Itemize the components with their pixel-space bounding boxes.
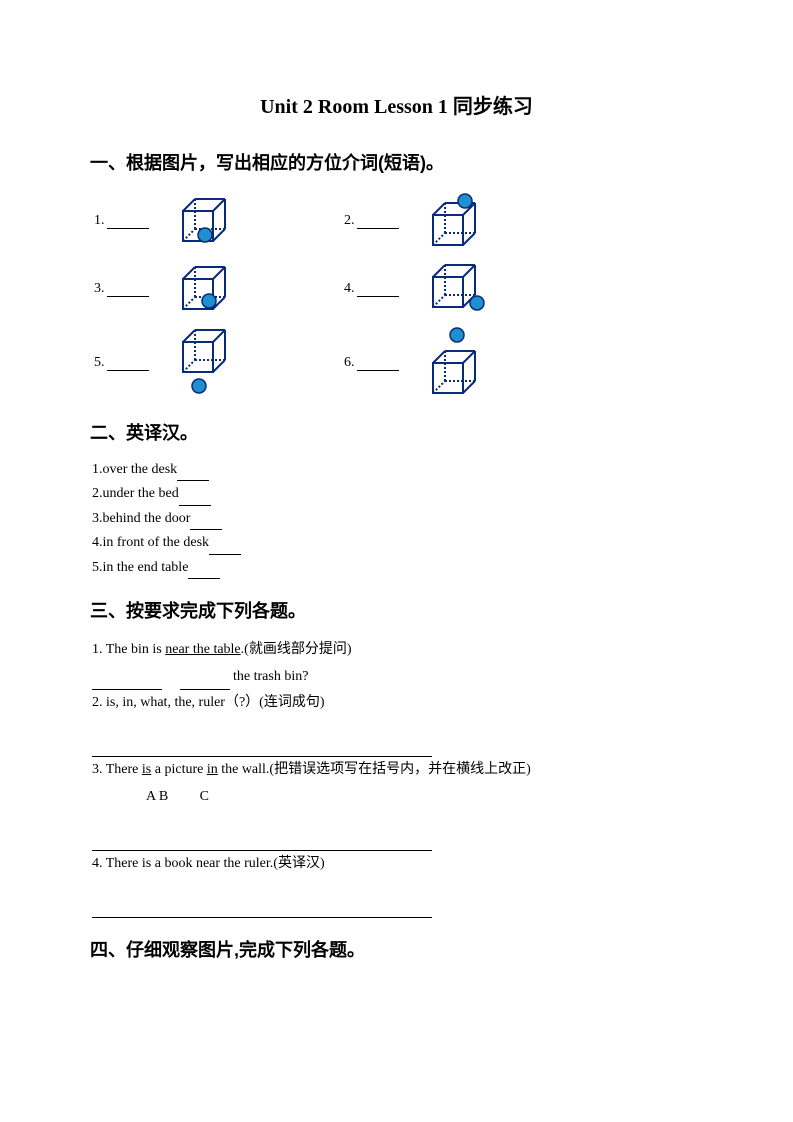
cube-item-6: 6.	[344, 325, 594, 401]
q3-2-answer[interactable]	[92, 731, 703, 758]
q-underlined: near the table	[165, 642, 240, 657]
cube-diagram-over	[425, 325, 481, 401]
answer-blank[interactable]	[357, 282, 399, 297]
trans-item-1: 1.over the desk	[92, 459, 703, 481]
item-num: 2.	[344, 213, 355, 229]
q-text: 1. The bin is	[92, 642, 165, 657]
item-num: 4.	[344, 281, 355, 297]
section-1-heading: 一、根据图片，写出相应的方位介词(短语)。	[90, 149, 703, 175]
answer-blank[interactable]	[107, 214, 149, 229]
q3-3: 3. There is a picture in the wall.(把错误选项…	[92, 757, 703, 784]
cube-item-4: 4.	[344, 259, 594, 319]
trans-text: 3.behind the door	[92, 511, 190, 526]
item-num: 6.	[344, 355, 355, 371]
q3-4: 4. There is a book near the ruler.(英译汉)	[92, 851, 703, 878]
cube-item-1: 1.	[94, 193, 344, 249]
page-title: Unit 2 Room Lesson 1 同步练习	[90, 90, 703, 119]
trans-text: 1.over the desk	[92, 462, 177, 477]
trans-text: 5.in the end table	[92, 560, 188, 575]
cube-item-3: 3.	[94, 261, 344, 317]
answer-blank[interactable]	[190, 517, 222, 530]
answer-blank[interactable]	[92, 676, 162, 690]
answer-blank[interactable]	[179, 493, 211, 506]
cube-row-3: 5. 6.	[94, 325, 703, 401]
cube-diagram-on	[425, 189, 481, 253]
answer-blank[interactable]	[180, 676, 230, 690]
answer-blank[interactable]	[177, 468, 209, 481]
item-num: 3.	[94, 281, 105, 297]
cube-row-1: 1. 2.	[94, 189, 703, 253]
answer-blank[interactable]	[188, 566, 220, 579]
answer-blank[interactable]	[107, 356, 149, 371]
trans-item-3: 3.behind the door	[92, 508, 703, 530]
trans-item-5: 5.in the end table	[92, 557, 703, 579]
q3-1: 1. The bin is near the table.(就画线部分提问)	[92, 637, 703, 664]
trans-text: 4.in front of the desk	[92, 535, 209, 550]
q-text: the wall.(把错误选项写在括号内，并在横线上改正)	[218, 762, 531, 777]
trans-item-4: 4.in front of the desk	[92, 532, 703, 554]
answer-blank[interactable]	[357, 356, 399, 371]
q-text: .(就画线部分提问)	[241, 642, 352, 657]
q-text: the trash bin?	[233, 669, 308, 684]
q3-4-answer[interactable]	[92, 892, 703, 919]
cube-diagram-in-right	[175, 261, 231, 317]
section-2-heading: 二、英译汉。	[90, 419, 703, 445]
q3-3-answer[interactable]	[92, 825, 703, 852]
section-3-body: 1. The bin is near the table.(就画线部分提问) t…	[92, 637, 703, 918]
answer-blank[interactable]	[209, 542, 241, 555]
item-num: 1.	[94, 213, 105, 229]
cube-item-5: 5.	[94, 328, 344, 398]
cube-diagram-behind	[425, 259, 487, 319]
answer-blank[interactable]	[357, 214, 399, 229]
cube-item-2: 2.	[344, 189, 594, 253]
q-text: a pic	[151, 762, 181, 777]
q-underlined: is	[142, 762, 151, 777]
item-num: 5.	[94, 355, 105, 371]
trans-text: 2.under the bed	[92, 486, 179, 501]
q3-1-answer: the trash bin?	[92, 664, 703, 691]
translation-list: 1.over the desk 2.under the bed 3.behind…	[92, 459, 703, 579]
section-3-heading: 三、按要求完成下列各题。	[90, 597, 703, 623]
q-text: 3. There	[92, 762, 142, 777]
section-4-heading: 四、仔细观察图片,完成下列各题。	[90, 936, 703, 962]
cube-diagram-under	[175, 328, 231, 398]
answer-blank[interactable]	[107, 282, 149, 297]
cube-row-2: 3. 4.	[94, 259, 703, 319]
q-text: ture	[182, 762, 207, 777]
q3-2: 2. is, in, what, the, ruler（?）(连词成句)	[92, 690, 703, 717]
q3-3-labels: A B C	[92, 784, 703, 811]
q-underlined: in	[207, 762, 218, 777]
trans-item-2: 2.under the bed	[92, 483, 703, 505]
cube-diagram-in	[175, 193, 231, 249]
